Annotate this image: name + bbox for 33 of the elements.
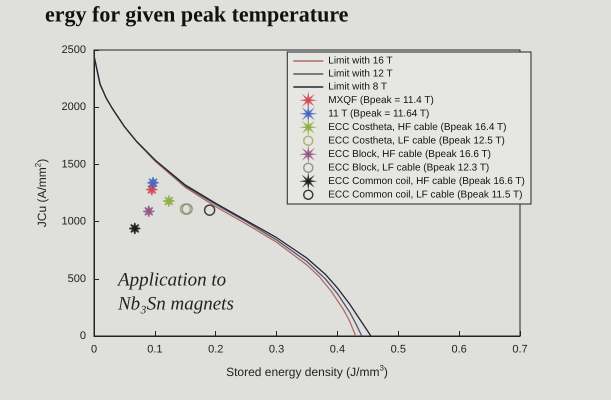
point xyxy=(128,222,142,235)
y-tick-label: 500 xyxy=(68,272,86,285)
legend-label: ECC Costheta, LF cable (Bpeak 12.5 T) xyxy=(328,135,505,146)
point xyxy=(162,194,176,208)
x-tick-label: 0.6 xyxy=(451,344,467,356)
x-tick-label: 0.3 xyxy=(268,344,284,356)
legend-label: MXQF (Bpeak = 11.4 T) xyxy=(328,94,434,106)
legend-label: ECC Common coil, LF cable (Bpeak 11.5 T) xyxy=(328,189,522,200)
chart-title: ergy for given peak temperature xyxy=(45,2,349,26)
x-tick-label: 0.5 xyxy=(390,344,406,356)
y-tick-label: 0 xyxy=(80,330,86,342)
point xyxy=(146,176,160,189)
legend-label: Limit with 16 T xyxy=(328,56,393,66)
legend-label: ECC Common coil, HF cable (Bpeak 16.6 T) xyxy=(328,176,525,187)
legend-label: 11 T (Bpeak = 11.64 T) xyxy=(328,108,430,120)
y-axis-title: JCu (A/mm2) xyxy=(34,158,49,228)
x-tick-label: 0.2 xyxy=(208,344,224,356)
annotation: Application to Nb₃Sn magnets xyxy=(116,270,234,314)
x-tick-label: 0.1 xyxy=(147,344,163,356)
y-tick-label: 1000 xyxy=(62,216,86,228)
legend-label: Limit with 12 T xyxy=(328,68,393,80)
legend-label: Limit with 8 T xyxy=(328,82,387,92)
point xyxy=(142,205,156,218)
legend-label: ECC Costheta, HF cable (Bpeak 16.4 T) xyxy=(328,122,506,133)
legend-label: ECC Block, HF cable (Bpeak 16.6 T) xyxy=(328,148,491,160)
x-tick-label: 0.4 xyxy=(330,344,346,356)
x-tick-label: 0.7 xyxy=(512,344,528,356)
y-tick-label: 1500 xyxy=(62,158,86,170)
y-tick-label: 2000 xyxy=(62,101,86,114)
legend-label: ECC Block, LF cable (Bpeak 12.3 T) xyxy=(328,162,490,174)
y-tick-label: 2500 xyxy=(62,44,86,56)
point xyxy=(204,204,216,216)
x-tick-label: 0 xyxy=(90,344,98,356)
